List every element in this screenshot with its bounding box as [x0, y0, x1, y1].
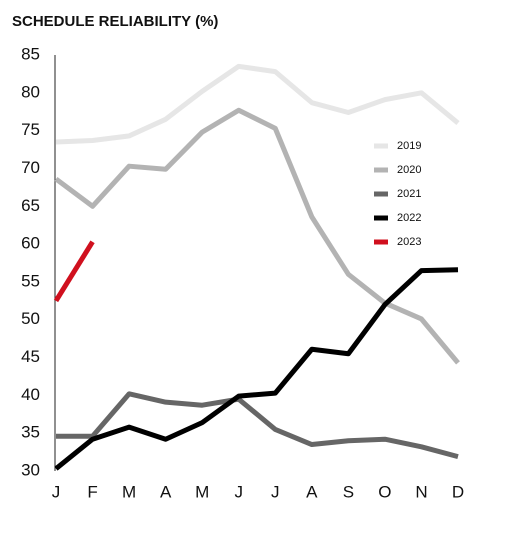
y-tick-label: 30 — [21, 460, 40, 479]
x-tick-label: S — [343, 482, 354, 501]
y-tick-label: 65 — [21, 196, 40, 215]
y-tick-label: 75 — [21, 120, 40, 139]
x-tick-label: J — [234, 482, 243, 501]
legend-label: 2023 — [397, 236, 421, 248]
x-tick-label: J — [271, 482, 280, 501]
series-line — [53, 240, 95, 303]
x-tick-label: J — [52, 482, 61, 501]
y-tick-label: 50 — [21, 309, 40, 328]
x-tick-label: F — [87, 482, 97, 501]
y-tick-label: 40 — [21, 385, 40, 404]
x-tick-label: A — [306, 482, 318, 501]
y-tick-label: 35 — [21, 423, 40, 442]
y-tick-label: 55 — [21, 271, 40, 290]
legend-label: 2022 — [397, 212, 421, 224]
x-tick-label: M — [195, 482, 209, 501]
y-tick-label: 80 — [21, 82, 40, 101]
series-line — [54, 267, 459, 471]
y-tick-label: 85 — [21, 44, 40, 63]
legend-label: 2021 — [397, 188, 421, 200]
legend-label: 2019 — [397, 140, 421, 152]
y-tick-label: 70 — [21, 158, 40, 177]
x-tick-label: M — [122, 482, 136, 501]
legend-label: 2020 — [397, 164, 421, 176]
x-tick-label: N — [415, 482, 427, 501]
chart-title: SCHEDULE RELIABILITY (%) — [12, 13, 218, 30]
series-line — [56, 391, 459, 460]
x-tick-label: O — [378, 482, 391, 501]
y-tick-label: 60 — [21, 234, 40, 253]
series-line — [54, 107, 460, 365]
series-line — [55, 63, 460, 145]
y-tick-label: 45 — [21, 347, 40, 366]
x-tick-label: D — [452, 482, 464, 501]
x-tick-label: A — [160, 482, 172, 501]
